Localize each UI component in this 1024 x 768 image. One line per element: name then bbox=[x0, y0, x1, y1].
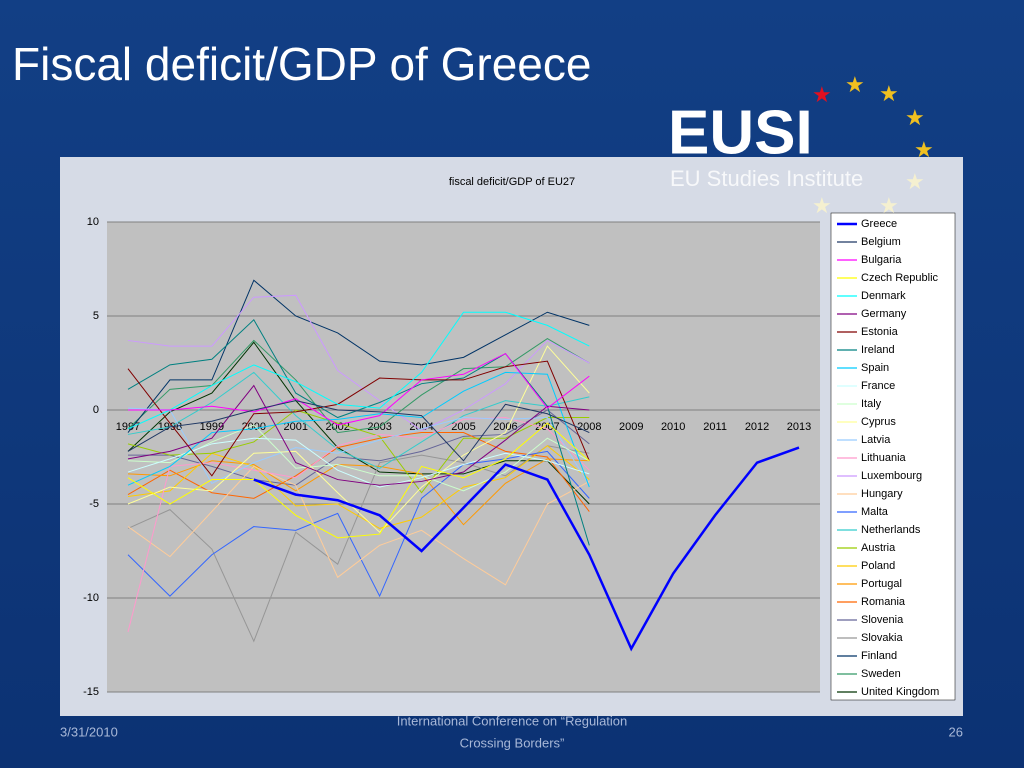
legend-label: Belgium bbox=[861, 236, 901, 248]
x-tick-label: 2000 bbox=[242, 421, 266, 433]
series-line bbox=[127, 341, 590, 505]
star: ★ bbox=[879, 193, 899, 218]
series-line bbox=[127, 279, 590, 433]
legend-label: Latvia bbox=[861, 434, 891, 446]
y-tick-label: 0 bbox=[93, 404, 99, 416]
series-line bbox=[127, 450, 590, 598]
legend-label: Austria bbox=[861, 542, 896, 554]
series-line bbox=[127, 345, 590, 533]
y-tick-label: -15 bbox=[83, 686, 99, 698]
legend-label: Sweden bbox=[861, 668, 901, 680]
footer-line: Crossing Borders” bbox=[460, 735, 565, 750]
series-line bbox=[127, 445, 590, 643]
series-line bbox=[128, 352, 590, 426]
star: ★ bbox=[812, 193, 832, 218]
plot-area bbox=[107, 222, 820, 692]
series-line bbox=[127, 311, 590, 430]
series-line bbox=[127, 384, 590, 486]
legend-label: Finland bbox=[861, 650, 897, 662]
logo-subtitle: EU Studies Institute bbox=[670, 166, 863, 191]
legend-label: Ireland bbox=[861, 344, 895, 356]
legend-label: Romania bbox=[861, 596, 906, 608]
series-line bbox=[253, 446, 800, 652]
legend-box bbox=[830, 212, 956, 701]
y-tick-label: -10 bbox=[83, 592, 99, 604]
legend-label: France bbox=[861, 380, 895, 392]
logo: EUSI bbox=[668, 98, 813, 167]
legend-label: Lithuania bbox=[861, 452, 907, 464]
x-tick-label: 2008 bbox=[577, 421, 601, 433]
x-tick-label: 2013 bbox=[787, 421, 811, 433]
star: ★ bbox=[905, 169, 925, 194]
x-tick-label: 2001 bbox=[284, 421, 308, 433]
legend-label: Denmark bbox=[861, 290, 906, 302]
series-line bbox=[127, 445, 590, 529]
x-tick-label: 2012 bbox=[745, 421, 769, 433]
x-tick-label: 2005 bbox=[451, 421, 475, 433]
series-line bbox=[127, 360, 590, 477]
series-line bbox=[127, 465, 590, 586]
slide-title: Fiscal deficit/GDP of Greece bbox=[12, 38, 591, 90]
star: ★ bbox=[914, 137, 934, 162]
logo-stars: ★ ★ ★ ★ ★ ★ ★ ★ bbox=[812, 72, 934, 218]
legend-label: Hungary bbox=[861, 488, 903, 500]
series-line bbox=[127, 422, 590, 539]
legend-label: Estonia bbox=[861, 326, 899, 338]
page-number: 26 bbox=[949, 724, 963, 739]
series-line bbox=[127, 294, 590, 432]
legend-label: Czech Republic bbox=[861, 272, 939, 284]
star: ★ bbox=[812, 82, 832, 107]
series-line bbox=[127, 437, 590, 488]
footer-line: International Conference on “Regulation bbox=[397, 713, 628, 728]
series-line bbox=[127, 371, 590, 488]
star: ★ bbox=[905, 105, 925, 130]
legend-label: Greece bbox=[861, 218, 897, 230]
y-tick-label: 5 bbox=[93, 310, 99, 322]
legend-label: Luxembourg bbox=[861, 470, 922, 482]
x-tick-label: 2007 bbox=[535, 421, 559, 433]
legend-label: Poland bbox=[861, 560, 895, 572]
date: 3/31/2010 bbox=[60, 724, 118, 739]
x-tick-label: 2004 bbox=[409, 421, 433, 433]
legend-label: United Kingdom bbox=[861, 686, 939, 698]
x-tick-label: 2011 bbox=[703, 421, 727, 433]
legend-label: Slovakia bbox=[861, 632, 903, 644]
x-tick-label: 2006 bbox=[493, 421, 517, 433]
x-tick-label: 1997 bbox=[116, 421, 140, 433]
star: ★ bbox=[845, 72, 865, 97]
legend-label: Slovenia bbox=[861, 614, 904, 626]
legend-label: Spain bbox=[861, 362, 889, 374]
legend-label: Bulgaria bbox=[861, 254, 902, 266]
x-tick-label: 2010 bbox=[661, 421, 685, 433]
legend-label: Portugal bbox=[861, 578, 902, 590]
legend-label: Netherlands bbox=[861, 524, 921, 536]
legend-label: Cyprus bbox=[861, 416, 896, 428]
y-tick-label: 10 bbox=[87, 216, 99, 228]
x-tick-label: 2009 bbox=[619, 421, 643, 433]
chart-title: fiscal deficit/GDP of EU27 bbox=[449, 176, 575, 188]
star: ★ bbox=[879, 81, 899, 106]
legend-label: Italy bbox=[861, 398, 882, 410]
y-tick-label: -5 bbox=[89, 498, 99, 510]
series-line bbox=[127, 400, 590, 462]
legend-label: Germany bbox=[861, 308, 907, 320]
legend-label: Malta bbox=[861, 506, 889, 518]
